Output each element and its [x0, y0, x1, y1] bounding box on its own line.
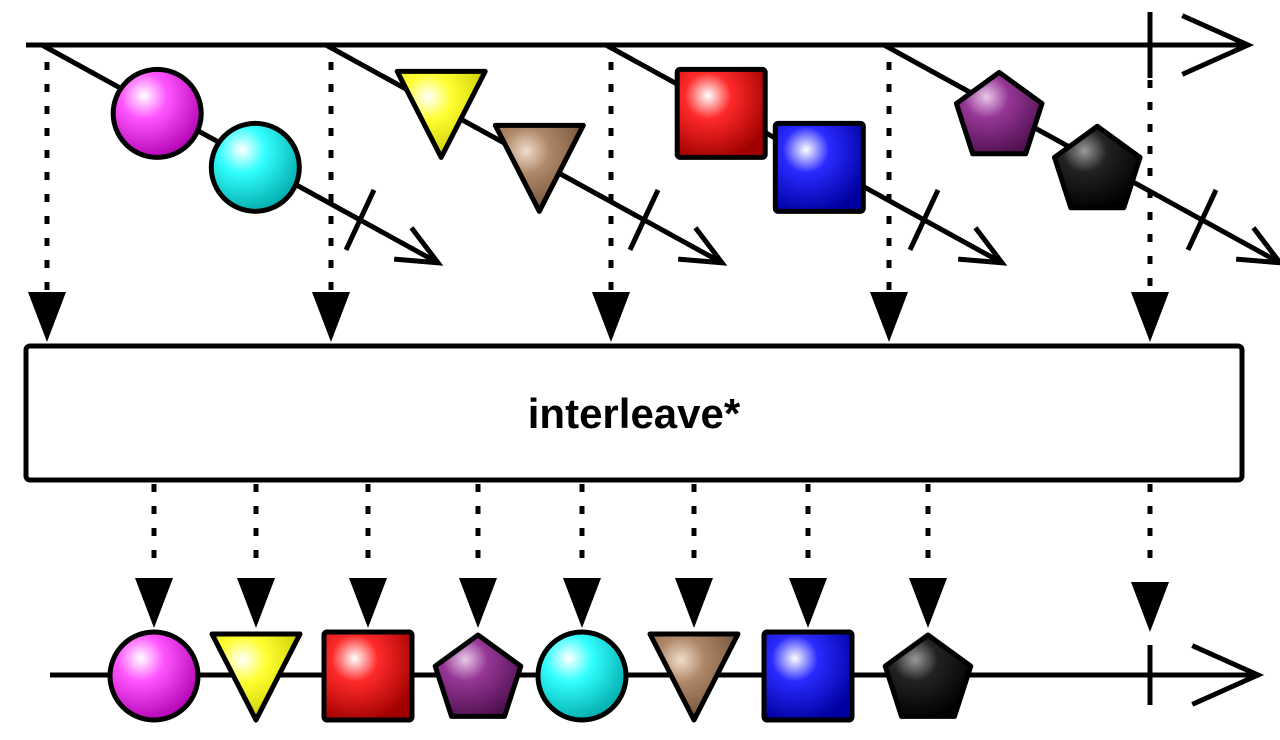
inner-marble-purple-pentagon [953, 69, 1045, 157]
connector-arrowhead [28, 292, 66, 342]
inner-marble-yellow-triangle [394, 68, 488, 160]
inner-stream-2 [324, 42, 728, 266]
inner-completion-mark [907, 188, 941, 251]
inner-stream-4 [882, 42, 1280, 266]
source-timeline-arrow [26, 13, 1255, 77]
output-marble-red-square [321, 629, 415, 723]
inner-stream-1 [40, 42, 444, 266]
inner-completion-mark [627, 188, 661, 251]
inner-marble-black-pentagon [1052, 123, 1143, 211]
inner-completion-mark [343, 188, 377, 251]
inner-timelines [40, 42, 1280, 266]
output-connector-arrowhead [675, 578, 713, 628]
output-marble-yellow-triangle [209, 631, 303, 723]
operator-rect [23, 343, 1245, 483]
output-marble-magenta-circle [107, 629, 201, 723]
inner-marble-cyan-circle [208, 120, 302, 214]
connector-arrowhead [870, 292, 908, 342]
output-timeline [50, 629, 1265, 723]
inner-marble-blue-square [772, 120, 866, 214]
completion-connector-arrowhead [1131, 292, 1169, 342]
output-connector-arrowhead [909, 578, 947, 628]
output-connector-arrowhead [459, 578, 497, 628]
operator-label: interleave* [528, 390, 741, 437]
output-connector-arrowhead [789, 578, 827, 628]
output-completion-connector-arrowhead [1131, 582, 1169, 632]
connector-arrowhead [592, 292, 630, 342]
output-connector-arrowhead [135, 578, 173, 628]
output-marble-brown-triangle [647, 631, 741, 723]
connector-arrowhead [312, 292, 350, 342]
output-marble-blue-square [761, 629, 855, 723]
inner-marble-magenta-circle [110, 66, 204, 160]
operator-box: interleave* [23, 343, 1245, 483]
inner-marble-brown-triangle [492, 122, 586, 214]
output-marble-black-pentagon [882, 632, 974, 719]
output-marble-purple-pentagon [432, 632, 524, 719]
output-connector-arrowhead [349, 578, 387, 628]
inner-stream-3 [604, 42, 1008, 266]
inner-marble-red-square [674, 66, 768, 160]
output-connector-arrowhead [563, 578, 601, 628]
source-timeline [26, 12, 1255, 78]
output-marble-cyan-circle [535, 629, 629, 723]
output-connector-arrowhead [237, 578, 275, 628]
inner-completion-mark [1185, 188, 1219, 251]
